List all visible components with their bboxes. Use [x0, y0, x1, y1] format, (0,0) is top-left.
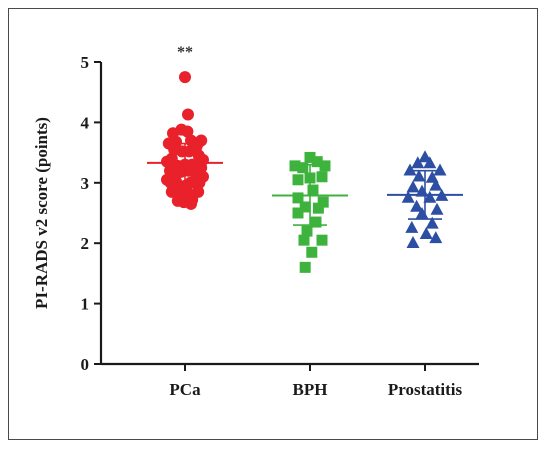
data-point — [401, 190, 415, 203]
data-point — [298, 234, 310, 246]
scatter-dot-plot: 0 1 2 3 4 5 PCa BPH Prostatitis PI-RADS v2 scor… — [32, 44, 479, 399]
figure-frame: 0 1 2 3 4 5 PCa BPH Prostatitis PI-RADS v2 scor… — [8, 8, 538, 440]
data-point — [406, 236, 420, 248]
data-point — [403, 163, 417, 176]
data-point — [429, 231, 443, 244]
data-point — [410, 199, 424, 212]
x-category-label: Prostatitis — [388, 380, 463, 399]
data-point — [301, 225, 313, 237]
data-point — [292, 192, 304, 204]
data-point — [429, 178, 443, 191]
data-point — [307, 184, 319, 196]
data-point — [425, 216, 439, 229]
data-point — [184, 176, 197, 189]
data-point — [317, 196, 329, 208]
data-point — [311, 156, 323, 168]
y-tick-label: 3 — [81, 174, 90, 193]
y-tick-label: 0 — [81, 355, 90, 374]
data-point — [316, 171, 328, 183]
y-tick-label: 5 — [81, 53, 90, 72]
data-point — [433, 163, 447, 176]
data-point — [411, 156, 425, 169]
data-point — [189, 143, 202, 156]
significance-annotation: ** — [177, 44, 193, 61]
axes: 0 1 2 3 4 5 PCa BPH Prostatitis — [81, 53, 479, 399]
mean-sd-bph — [272, 163, 348, 226]
data-point — [405, 220, 419, 233]
x-category-label: BPH — [293, 380, 328, 399]
data-point — [423, 156, 437, 169]
series-layer — [161, 71, 449, 273]
data-point — [430, 202, 444, 215]
data-point — [299, 261, 311, 273]
data-point — [319, 160, 331, 172]
data-point — [316, 234, 328, 246]
data-point — [304, 151, 316, 163]
data-point — [292, 207, 304, 219]
data-point — [419, 226, 433, 239]
y-axis-ticks: 0 1 2 3 4 5 — [81, 53, 101, 374]
x-axis-ticks: PCa BPH Prostatitis — [169, 364, 463, 399]
data-point — [173, 179, 186, 192]
mean-sd-prostatitis — [387, 169, 463, 220]
data-point — [310, 216, 322, 228]
data-point — [161, 155, 173, 168]
y-tick-label: 2 — [81, 234, 90, 253]
data-point — [168, 143, 181, 156]
y-tick-label: 4 — [81, 113, 90, 132]
data-point — [299, 201, 311, 213]
data-point — [164, 176, 177, 189]
data-point — [297, 162, 309, 174]
data-point — [406, 180, 420, 193]
data-point — [306, 246, 318, 258]
data-point — [189, 167, 202, 180]
data-point — [193, 176, 206, 189]
series-bph — [289, 151, 331, 273]
data-point — [412, 169, 426, 182]
data-point — [289, 160, 301, 172]
x-category-label: PCa — [169, 380, 201, 399]
data-point — [182, 108, 194, 121]
series-pca — [161, 71, 209, 210]
mean-sd-layer — [147, 142, 463, 226]
data-point — [292, 174, 304, 186]
data-point — [181, 125, 194, 138]
data-point — [423, 190, 437, 203]
y-tick-label: 1 — [81, 295, 90, 314]
data-point — [312, 202, 324, 214]
data-point — [179, 71, 191, 84]
data-point — [185, 197, 197, 210]
mean-sd-pca — [147, 142, 223, 183]
data-point — [197, 153, 209, 166]
data-point — [167, 127, 179, 140]
y-axis-title: PI-RADS v2 score (points) — [32, 117, 51, 309]
